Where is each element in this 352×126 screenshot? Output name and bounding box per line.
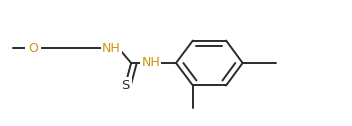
FancyBboxPatch shape bbox=[118, 77, 132, 94]
Text: S: S bbox=[121, 79, 129, 92]
Text: NH: NH bbox=[102, 42, 121, 55]
Text: O: O bbox=[28, 42, 38, 55]
Text: NH: NH bbox=[142, 56, 160, 70]
FancyBboxPatch shape bbox=[140, 55, 161, 71]
FancyBboxPatch shape bbox=[101, 40, 122, 57]
FancyBboxPatch shape bbox=[25, 40, 41, 57]
